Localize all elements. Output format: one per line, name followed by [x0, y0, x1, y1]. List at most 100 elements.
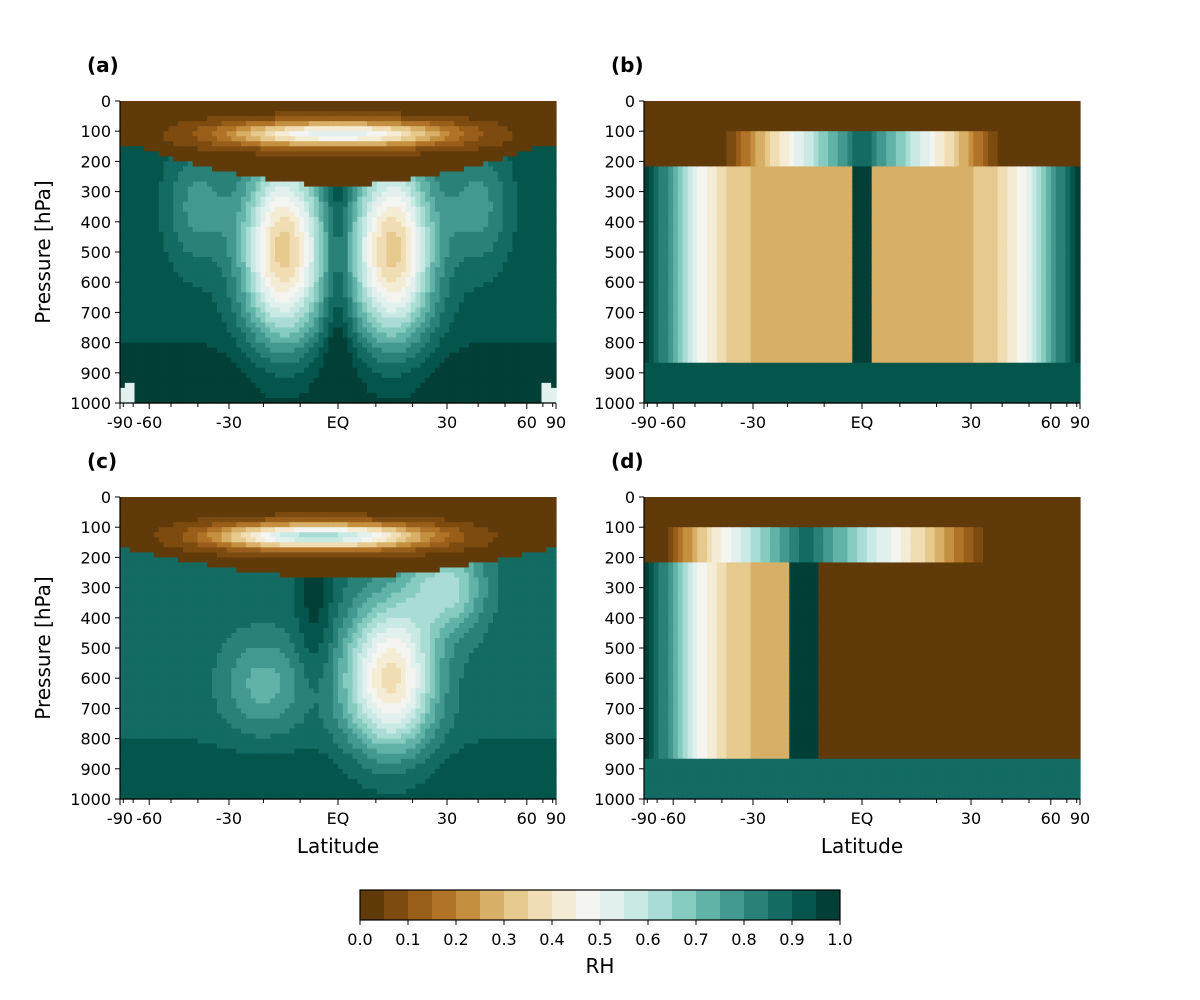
heatmap-cell	[502, 342, 509, 349]
heatmap-cell	[468, 166, 475, 173]
heatmap-cell	[420, 111, 426, 117]
heatmap-cell	[376, 387, 383, 394]
heatmap-cell	[308, 126, 315, 132]
heatmap-cell	[231, 176, 237, 183]
heatmap-cell	[270, 272, 276, 278]
heatmap-cell	[158, 166, 165, 173]
heatmap-cell	[333, 367, 339, 374]
heatmap-cell	[357, 377, 363, 384]
heatmap-cell	[502, 186, 509, 193]
heatmap-cell	[304, 327, 310, 334]
heatmap-cell	[333, 297, 339, 303]
heatmap-cell	[245, 267, 252, 273]
heatmap-cell	[405, 206, 412, 213]
heatmap-cell	[400, 141, 407, 147]
heatmap-cell	[216, 392, 223, 399]
heatmap-cell	[231, 236, 237, 243]
heatmap-cell	[502, 272, 509, 278]
heatmap-cell	[284, 292, 291, 298]
heatmap-cell	[367, 307, 373, 313]
heatmap-cell	[158, 307, 165, 313]
heatmap-cell	[415, 322, 421, 329]
heatmap-cell	[449, 236, 455, 243]
heatmap-cell	[245, 307, 252, 313]
heatmap-cell	[158, 362, 165, 369]
heatmap-cell	[405, 397, 412, 404]
heatmap-cell	[483, 322, 489, 329]
heatmap-cell	[517, 191, 523, 198]
heatmap-cell	[357, 141, 363, 147]
heatmap-cell	[270, 136, 276, 142]
heatmap-cell	[522, 141, 528, 147]
heatmap-cell	[192, 277, 199, 283]
heatmap-cell	[497, 161, 504, 168]
heatmap-cell	[216, 287, 223, 293]
heatmap-cell	[376, 136, 383, 142]
heatmap-cell	[279, 126, 286, 132]
heatmap-cell	[459, 176, 465, 183]
heatmap-cell	[255, 357, 262, 364]
heatmap-cell	[347, 317, 354, 324]
heatmap-cell	[507, 272, 513, 278]
heatmap-cell	[342, 387, 349, 394]
heatmap-cell	[454, 352, 460, 359]
heatmap-cell	[139, 156, 145, 162]
heatmap-cell	[245, 302, 252, 308]
heatmap-cell	[134, 307, 140, 313]
heatmap-cell	[400, 262, 407, 268]
heatmap-cell	[294, 277, 300, 283]
heatmap-cell	[260, 392, 266, 399]
heatmap-cell	[444, 171, 451, 178]
heatmap-cell	[216, 302, 223, 308]
heatmap-cell	[517, 176, 523, 183]
heatmap-cell	[124, 131, 131, 137]
heatmap-cell	[512, 392, 518, 399]
heatmap-cell	[279, 357, 286, 364]
heatmap-cell	[168, 216, 174, 223]
heatmap-cell	[367, 362, 373, 369]
heatmap-cell	[318, 111, 325, 117]
heatmap-cell	[139, 196, 145, 203]
heatmap-cell	[163, 367, 170, 374]
heatmap-cell	[207, 357, 213, 364]
heatmap-cell	[483, 191, 489, 198]
heatmap-cell	[493, 297, 499, 303]
heatmap-cell	[415, 216, 421, 223]
heatmap-cell	[245, 272, 252, 278]
heatmap-cell	[187, 106, 194, 112]
heatmap-cell	[328, 292, 334, 298]
heatmap-cell	[463, 196, 470, 203]
heatmap-cell	[294, 252, 300, 258]
heatmap-cell	[212, 201, 218, 208]
heatmap-cell	[333, 342, 339, 349]
heatmap-cell	[357, 111, 363, 117]
heatmap-cell	[430, 357, 436, 364]
heatmap-cell	[236, 327, 242, 334]
heatmap-cell	[187, 392, 194, 399]
heatmap-cell	[231, 302, 237, 308]
heatmap-cell	[275, 277, 281, 283]
heatmap-cell	[158, 397, 165, 404]
heatmap-cell	[488, 181, 494, 188]
heatmap-cell	[463, 282, 470, 288]
heatmap-cell	[463, 171, 470, 178]
heatmap-cell	[391, 337, 397, 344]
heatmap-cell	[347, 171, 354, 178]
heatmap-cell	[318, 116, 325, 122]
heatmap-cell	[192, 367, 199, 374]
heatmap-cell	[124, 342, 131, 349]
heatmap-cell	[381, 262, 388, 268]
heatmap-cell	[376, 201, 383, 208]
heatmap-cell	[400, 387, 407, 394]
heatmap-cell	[308, 287, 315, 293]
heatmap-cell	[313, 332, 320, 339]
heatmap-cell	[473, 357, 480, 364]
heatmap-cell	[473, 141, 480, 147]
heatmap-cell	[153, 206, 160, 213]
heatmap-cell	[415, 161, 421, 168]
heatmap-cell	[182, 392, 189, 399]
heatmap-cell	[517, 201, 523, 208]
heatmap-cell	[260, 362, 266, 369]
heatmap-cell	[270, 337, 276, 344]
heatmap-cell	[376, 382, 383, 389]
